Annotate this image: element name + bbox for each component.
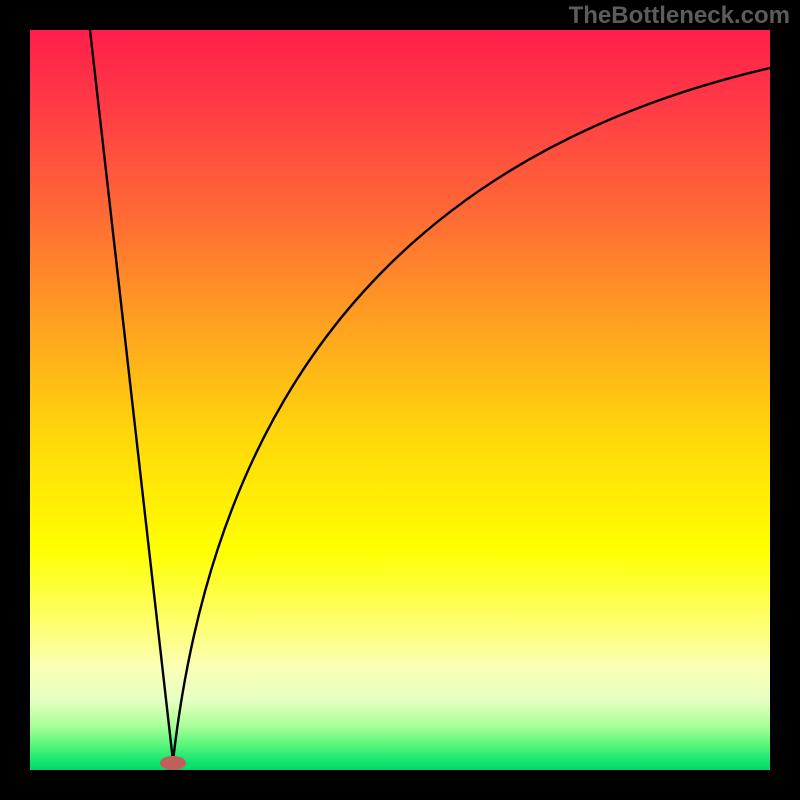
watermark-text: TheBottleneck.com xyxy=(569,2,790,30)
curve-left-branch xyxy=(90,30,173,761)
minimum-marker xyxy=(160,756,186,770)
bottleneck-curve xyxy=(30,30,770,770)
chart-root: { "watermark": { "text": "TheBottleneck.… xyxy=(0,0,800,800)
plot-area xyxy=(30,30,770,770)
curve-right-branch xyxy=(173,68,770,761)
